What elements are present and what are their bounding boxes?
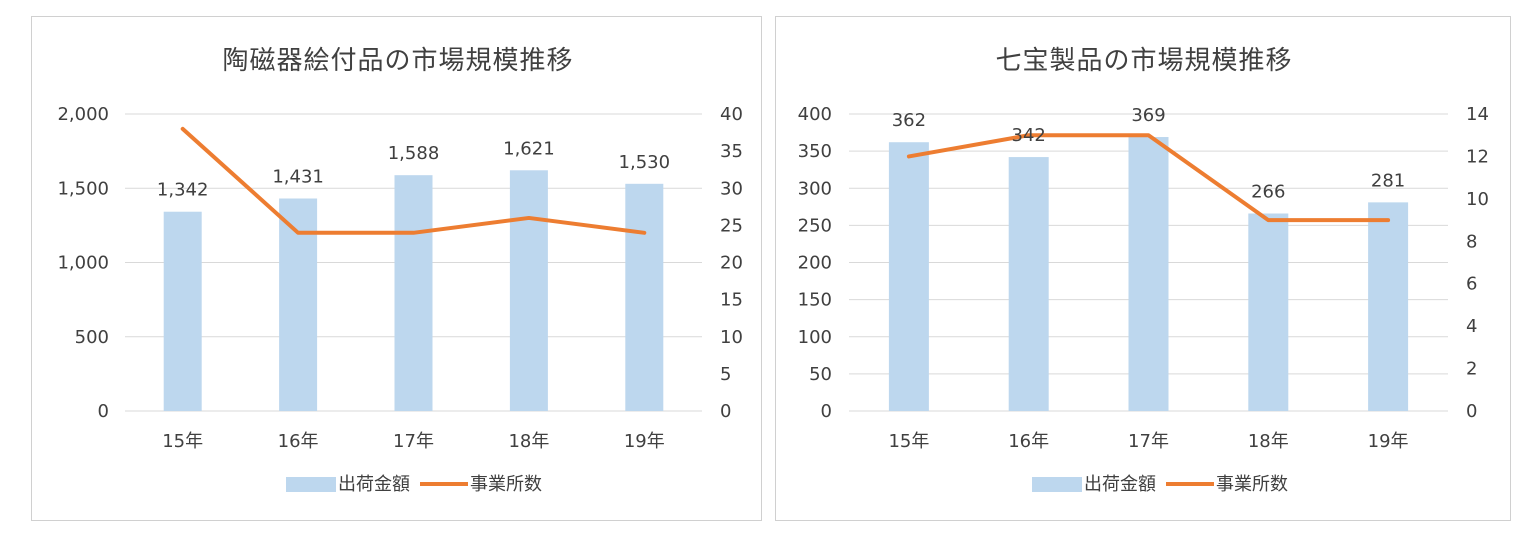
chart-pottery-svg: 陶磁器絵付品の市場規模推移 0 500 1,000 1,500 2,000 0 5 10 15 20… [57, 46, 743, 495]
y-right-tick-label: 14 [1466, 104, 1489, 125]
bar [1008, 157, 1049, 411]
x-tick-label: 15年 [888, 431, 929, 452]
y-left-tick-label: 2,000 [57, 104, 109, 125]
chart-title: 七宝製品の市場規模推移 [995, 46, 1292, 76]
y-right-tick-label: 5 [720, 364, 731, 385]
legend-bar-swatch [1032, 477, 1082, 492]
y-right-tick-label: 35 [720, 141, 743, 162]
y-left-tick-label: 200 [798, 253, 832, 274]
y-right-tick-label: 10 [1466, 189, 1489, 210]
bar [1248, 213, 1289, 411]
legend-label-line: 事業所数 [1216, 474, 1288, 495]
x-tick-label: 19年 [1368, 431, 1409, 452]
y-left-tick-label: 250 [798, 215, 832, 236]
bar [1368, 202, 1409, 411]
bar [1128, 137, 1169, 411]
legend-label-line: 事業所数 [470, 474, 542, 495]
y-right-tick-label: 25 [720, 215, 743, 236]
bar-data-label: 1,342 [157, 180, 209, 201]
bar [163, 211, 202, 411]
y-right-tick-label: 0 [1466, 401, 1477, 422]
y-left-tick-label: 350 [798, 141, 832, 162]
x-tick-label: 15年 [162, 431, 203, 452]
bar-data-label: 281 [1371, 170, 1405, 191]
x-tick-label: 16年 [278, 431, 319, 452]
y-left-tick-label: 1,000 [57, 253, 109, 274]
chart-panel-pottery: 陶磁器絵付品の市場規模推移 0 500 1,000 1,500 2,000 0 5 10 15 20… [31, 16, 762, 521]
y-right-tick-label: 0 [720, 401, 731, 422]
line-series [906, 133, 1391, 223]
y-right-tick-label: 20 [720, 253, 743, 274]
x-tick-label: 18年 [508, 431, 549, 452]
y-right-tick-label: 4 [1466, 316, 1477, 337]
bar [888, 142, 929, 411]
bar [509, 170, 548, 411]
x-tick-label: 17年 [393, 431, 434, 452]
y-left-tick-label: 300 [798, 178, 832, 199]
y-right-tick-label: 6 [1466, 274, 1477, 295]
bar-data-label: 266 [1251, 181, 1285, 202]
bar [625, 183, 664, 411]
legend-label-bar: 出荷金額 [338, 474, 410, 495]
x-tick-label: 17年 [1128, 431, 1169, 452]
y-right-tick-label: 12 [1466, 146, 1489, 167]
y-left-tick-label: 1,500 [57, 178, 109, 199]
y-left-tick-label: 150 [798, 290, 832, 311]
y-right-tick-label: 15 [720, 290, 743, 311]
chart-cloisonne-svg: 七宝製品の市場規模推移 0 50 100 150 200 250 300 350 400 0 2 4 6 8… [798, 46, 1489, 495]
x-tick-label: 16年 [1008, 431, 1049, 452]
legend-label-bar: 出荷金額 [1084, 474, 1156, 495]
bar-data-label: 1,431 [272, 166, 324, 187]
y-left-tick-label: 50 [809, 364, 832, 385]
line-series [180, 126, 647, 235]
y-right-tick-label: 10 [720, 327, 743, 348]
y-left-tick-label: 100 [798, 327, 832, 348]
x-tick-label: 18年 [1248, 431, 1289, 452]
y-left-tick-label: 0 [98, 401, 109, 422]
bar-data-label: 1,530 [619, 152, 671, 173]
bar-data-label: 369 [1131, 105, 1165, 126]
y-right-tick-label: 8 [1466, 231, 1477, 252]
bar-data-label: 362 [892, 110, 926, 131]
bar-data-label: 342 [1012, 125, 1046, 146]
chart-panel-cloisonne: 七宝製品の市場規模推移 0 50 100 150 200 250 300 350 400 0 2 4 6 8… [775, 16, 1511, 521]
legend-bar-swatch [286, 477, 336, 492]
bar-data-label: 1,621 [503, 138, 555, 159]
y-left-tick-label: 500 [75, 327, 109, 348]
y-left-tick-label: 400 [798, 104, 832, 125]
y-right-tick-label: 40 [720, 104, 743, 125]
bar [394, 175, 433, 411]
chart-title: 陶磁器絵付品の市場規模推移 [222, 46, 573, 76]
y-right-tick-label: 2 [1466, 359, 1477, 380]
bar-data-label: 1,588 [388, 143, 440, 164]
y-right-tick-label: 30 [720, 178, 743, 199]
y-left-tick-label: 0 [821, 401, 832, 422]
x-tick-label: 19年 [624, 431, 665, 452]
